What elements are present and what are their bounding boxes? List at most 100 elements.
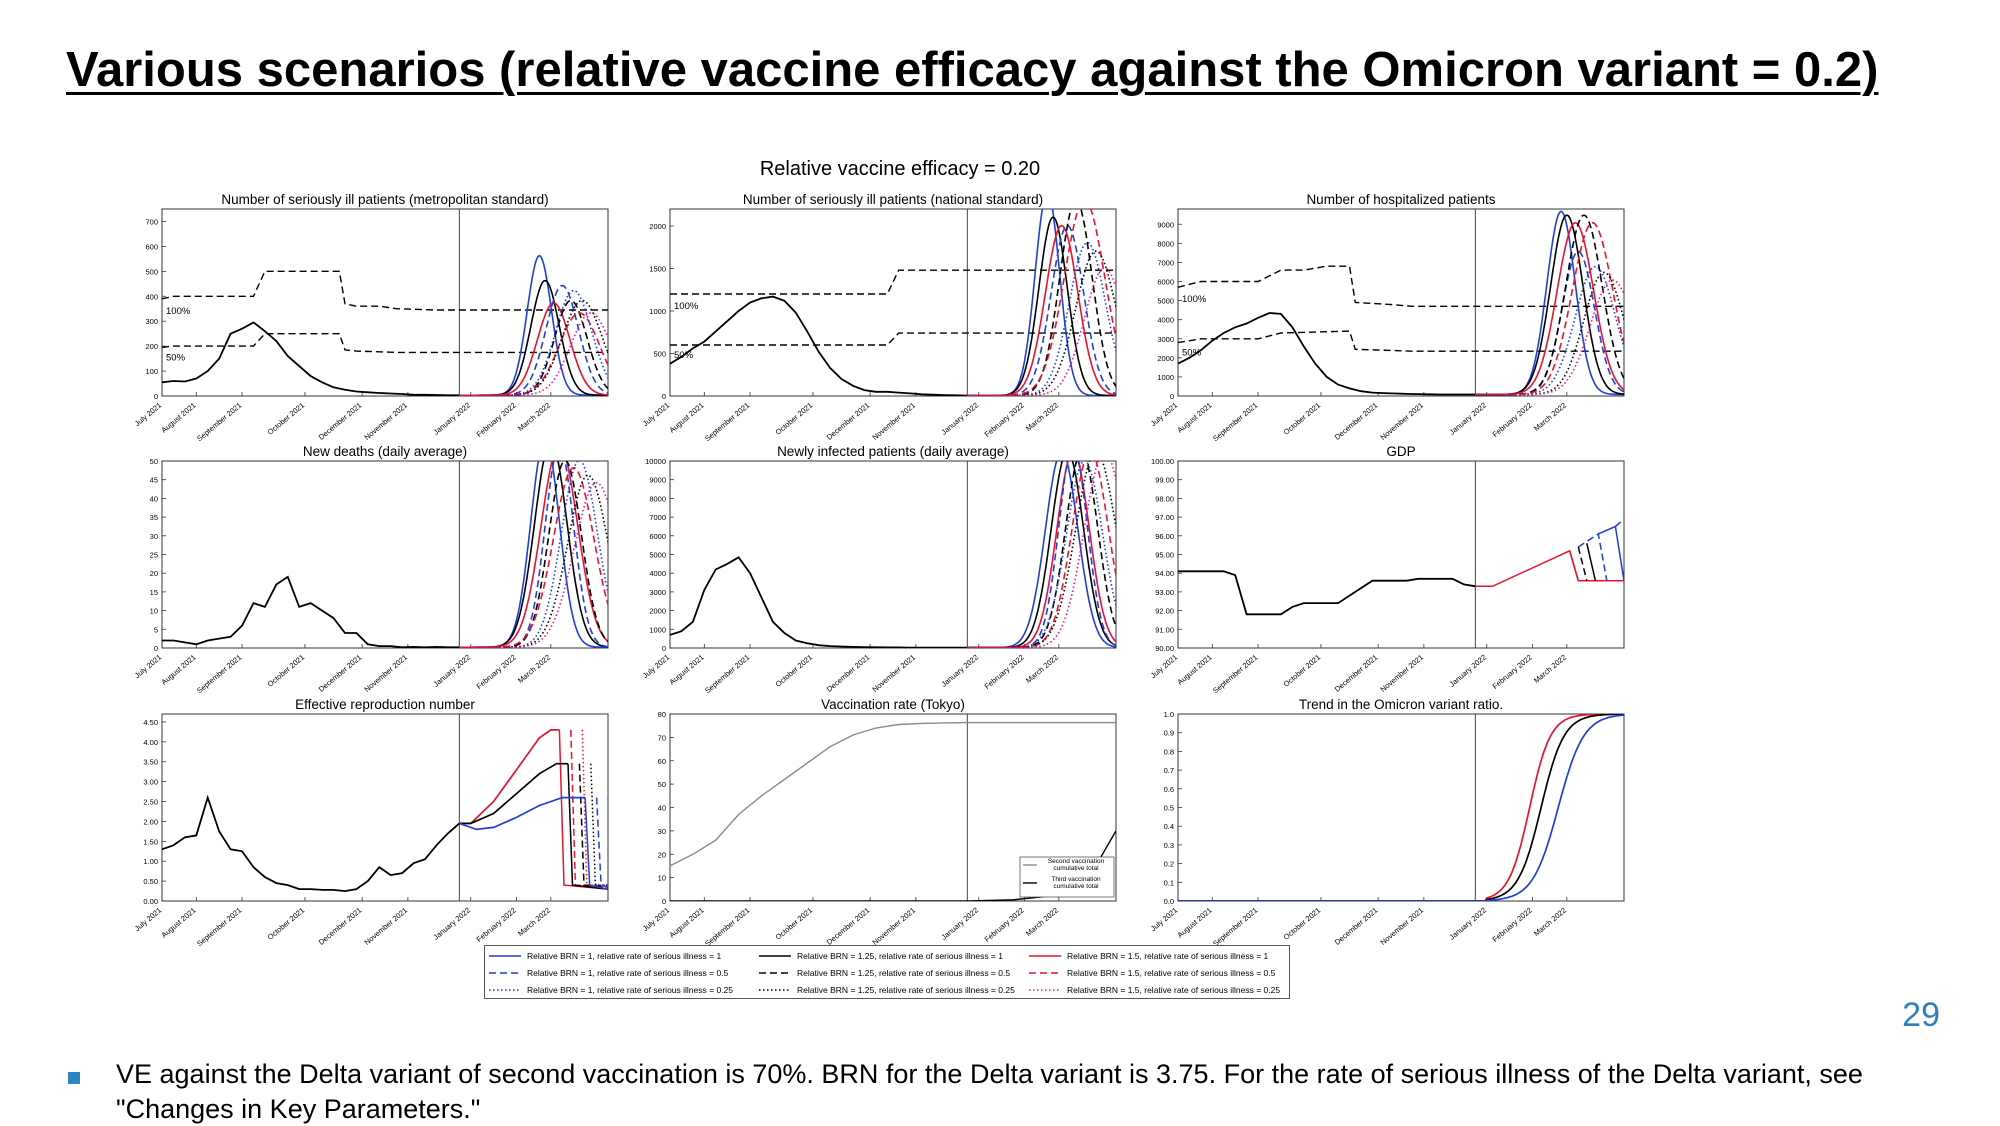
chart-title: Number of seriously ill patients (metrop…: [221, 192, 548, 207]
x-tick-label: December 2021: [1333, 906, 1380, 947]
chart-panel-8: Vaccination rate (Tokyo) 0 10 20 30 40 50 60 70 8…: [641, 697, 1117, 948]
chart-title: Number of hospitalized patients: [1306, 192, 1495, 207]
y-tick-label: 1.50: [143, 837, 158, 846]
y-tick-label: 40: [150, 494, 158, 503]
x-tick-label: March 2022: [1532, 906, 1568, 938]
chart-panel-6: GDP 90.00 91.00 92.00 93.00 94.00 95.00 96.00 97…: [1149, 444, 1625, 696]
chart-panel-5: Newly infected patients (daily average) 0…: [641, 444, 1117, 695]
legend-label: Relative BRN = 1.25, relative rate of se…: [797, 950, 1003, 961]
history-line: [1178, 570, 1476, 616]
x-tick-label: October 2021: [266, 906, 307, 942]
x-tick-label: November 2021: [870, 653, 917, 694]
y-tick-label: 200: [145, 342, 158, 351]
legend-swatch: [489, 971, 521, 974]
chart-legend: Relative BRN = 1, relative rate of serio…: [484, 945, 1290, 999]
x-tick-label: February 2022: [1491, 906, 1534, 944]
y-tick-label: 1000: [649, 625, 666, 634]
y-tick-label: 0.5: [1164, 804, 1174, 813]
x-tick-label: March 2022: [1532, 653, 1568, 685]
reference-line: [162, 270, 608, 311]
y-tick-label: 3.00: [143, 778, 158, 787]
x-tick-label: August 2021: [160, 906, 198, 940]
scenario-line: [967, 461, 1116, 648]
y-tick-label: 99.00: [1155, 476, 1174, 485]
legend-label: Relative BRN = 1.5, relative rate of ser…: [1067, 950, 1269, 961]
y-tick-label: 50: [658, 780, 666, 789]
y-tick-label: 0: [1170, 392, 1174, 401]
x-tick-label: August 2021: [668, 401, 706, 435]
y-tick-label: 0.6: [1164, 785, 1174, 794]
x-tick-label: December 2021: [825, 653, 872, 694]
gdp-scenario-line: [1577, 546, 1588, 581]
history-line: [162, 794, 460, 893]
y-tick-label: 1000: [1157, 373, 1174, 382]
history-line: [670, 556, 968, 648]
chart-panel-9: Trend in the Omicron variant ratio. 0.0 0.…: [1149, 697, 1625, 948]
reference-label: 100%: [674, 301, 699, 312]
x-tick-label: July 2021: [641, 401, 671, 429]
x-tick-label: November 2021: [362, 653, 409, 694]
plot-area: [670, 461, 1116, 648]
scenario-line: [459, 461, 608, 648]
x-tick-label: November 2021: [1378, 653, 1425, 694]
plot-frame: [1177, 713, 1625, 902]
inset-legend-label: Second vaccination: [1048, 858, 1105, 865]
y-tick-label: 10000: [645, 457, 666, 466]
plot-area: [162, 209, 608, 396]
y-tick-label: 20: [150, 569, 158, 578]
history-line: [162, 575, 460, 648]
y-tick-label: 98.00: [1155, 494, 1174, 503]
x-tick-label: February 2022: [475, 401, 518, 439]
x-tick-label: October 2021: [266, 401, 307, 437]
x-tick-label: March 2022: [1024, 653, 1060, 685]
y-tick-label: 1.0: [1164, 710, 1174, 719]
plot-frame: [669, 460, 1117, 649]
ratio-curve: [1178, 714, 1624, 901]
y-tick-label: 4.50: [143, 718, 158, 727]
rt-curve: [459, 796, 586, 831]
legend-swatch: [489, 988, 521, 991]
scenario-line: [459, 302, 608, 396]
x-tick-label: December 2021: [317, 906, 364, 947]
y-tick-label: 5: [154, 625, 158, 634]
x-tick-label: September 2021: [1211, 653, 1259, 696]
ratio-curve: [1178, 714, 1624, 901]
y-tick-label: 10: [150, 607, 158, 616]
reference-label: 50%: [1182, 348, 1202, 359]
legend-swatch: [1029, 971, 1061, 974]
x-tick-label: February 2022: [983, 653, 1026, 691]
y-tick-label: 3000: [649, 588, 666, 597]
plot-frame: [1177, 208, 1625, 397]
gdp-scenario-line: [1614, 518, 1624, 528]
x-tick-label: January 2022: [431, 401, 472, 437]
x-tick-label: March 2022: [516, 906, 552, 938]
y-tick-label: 5000: [1157, 297, 1174, 306]
reference-label: 100%: [166, 306, 191, 317]
y-tick-label: 30: [150, 532, 158, 541]
plot-area: [1178, 461, 1624, 648]
x-tick-label: September 2021: [195, 401, 243, 444]
x-tick-label: January 2022: [431, 653, 472, 689]
x-tick-label: August 2021: [668, 653, 706, 687]
legend-item: Relative BRN = 1, relative rate of serio…: [487, 947, 757, 964]
x-tick-label: July 2021: [133, 401, 163, 429]
x-tick-label: July 2021: [1149, 906, 1179, 934]
x-tick-label: July 2021: [641, 906, 671, 934]
legend-item: Relative BRN = 1, relative rate of serio…: [487, 981, 757, 998]
y-tick-label: 25: [150, 551, 158, 560]
reference-label: 50%: [166, 352, 186, 363]
chart-panel-1: Number of seriously ill patients (metrop…: [133, 192, 609, 444]
scenario-line: [1475, 279, 1624, 396]
y-tick-label: 0: [662, 897, 666, 906]
history-line: [162, 321, 460, 396]
x-tick-label: September 2021: [195, 653, 243, 696]
slide-title: Various scenarios (relative vaccine effi…: [66, 43, 1879, 97]
x-tick-label: October 2021: [1282, 401, 1323, 437]
inset-legend-label: cumulative total: [1053, 883, 1099, 890]
y-tick-label: 35: [150, 513, 158, 522]
x-tick-label: August 2021: [668, 906, 706, 940]
x-tick-label: August 2021: [1176, 401, 1214, 435]
y-tick-label: 7000: [649, 513, 666, 522]
y-tick-label: 0: [662, 392, 666, 401]
y-tick-label: 10: [658, 874, 666, 883]
